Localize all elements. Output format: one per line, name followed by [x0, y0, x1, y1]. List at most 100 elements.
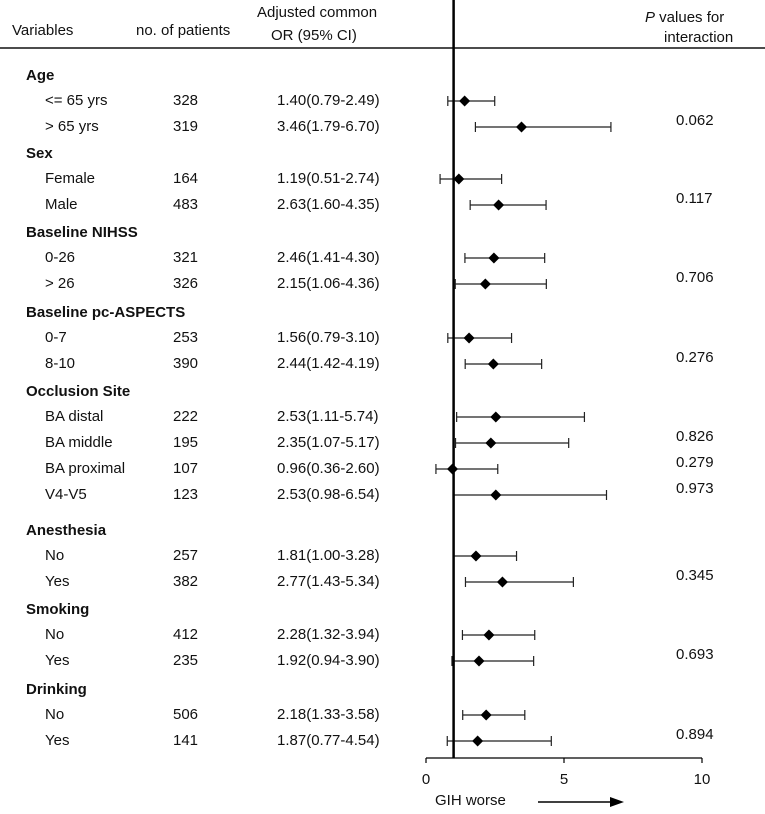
row-label: <= 65 yrs — [45, 92, 108, 109]
row-label: Yes — [45, 652, 70, 669]
row-or-ci: 3.46(1.79-6.70) — [277, 118, 380, 135]
row-label: No — [45, 547, 65, 564]
or-point — [515, 121, 527, 133]
row-patients: 506 — [173, 706, 199, 723]
header-p-italic: P — [645, 9, 656, 26]
or-point — [483, 629, 495, 641]
row-label: No — [45, 706, 65, 723]
x-axis-title: GIH worse — [435, 792, 506, 809]
x-tick-label: 10 — [694, 771, 711, 788]
row-patients: 195 — [173, 434, 199, 451]
row-or-ci: 2.53(1.11-5.74) — [277, 408, 379, 425]
or-point — [480, 709, 492, 721]
row-p-value: 0.894 — [676, 726, 714, 743]
row-or-ci: 1.87(0.77-4.54) — [277, 732, 380, 749]
or-point — [473, 655, 485, 667]
row-patients: 222 — [173, 408, 199, 425]
row-p-value: 0.345 — [676, 567, 714, 584]
row-patients: 141 — [173, 732, 199, 749]
row-patients: 390 — [173, 355, 199, 372]
arrow-head — [610, 797, 624, 807]
header-p-line1: P values for — [645, 9, 724, 27]
row-label: > 26 — [45, 275, 75, 292]
row-patients: 257 — [173, 547, 199, 564]
row-patients: 326 — [173, 275, 199, 292]
row-patients: 321 — [173, 249, 199, 266]
row-p-value: 0.706 — [676, 269, 714, 286]
row-or-ci: 2.35(1.07-5.17) — [277, 434, 380, 451]
group-label: Anesthesia — [26, 522, 107, 539]
row-or-ci: 2.63(1.60-4.35) — [277, 196, 380, 213]
header-variables: Variables — [12, 22, 74, 39]
or-point — [472, 735, 484, 747]
or-point — [490, 489, 502, 501]
row-label: No — [45, 626, 65, 643]
header-p-rest: values for — [655, 9, 725, 26]
row-label: 8-10 — [45, 355, 76, 372]
row-or-ci: 0.96(0.36-2.60) — [277, 460, 380, 477]
row-patients: 253 — [173, 329, 199, 346]
row-p-value: 0.062 — [676, 112, 714, 129]
row-or-ci: 1.92(0.94-3.90) — [277, 652, 380, 669]
row-or-ci: 2.46(1.41-4.30) — [277, 249, 380, 266]
or-point — [463, 332, 475, 344]
row-or-ci: 2.53(0.98-6.54) — [277, 486, 380, 503]
or-point — [487, 358, 499, 370]
row-label: BA middle — [45, 434, 113, 451]
or-point — [496, 576, 508, 588]
row-p-value: 0.826 — [676, 428, 714, 445]
row-patients: 164 — [173, 170, 199, 187]
row-or-ci: 2.44(1.42-4.19) — [277, 355, 380, 372]
or-point — [479, 278, 491, 290]
x-tick-label: 5 — [560, 771, 568, 788]
row-or-ci: 2.18(1.33-3.58) — [277, 706, 380, 723]
row-patients: 123 — [173, 486, 199, 503]
group-label: Drinking — [26, 681, 87, 698]
row-patients: 412 — [173, 626, 199, 643]
or-point — [453, 173, 465, 185]
group-label: Baseline NIHSS — [26, 224, 138, 241]
row-label: Yes — [45, 573, 70, 590]
row-label: 0-26 — [45, 249, 76, 266]
row-p-value: 0.973 — [676, 480, 714, 497]
or-point — [485, 437, 497, 449]
or-point — [470, 550, 482, 562]
row-p-value: 0.279 — [676, 454, 714, 471]
row-patients: 319 — [173, 118, 199, 135]
row-or-ci: 1.40(0.79-2.49) — [277, 92, 380, 109]
row-or-ci: 1.81(1.00-3.28) — [277, 547, 380, 564]
row-patients: 107 — [173, 460, 199, 477]
row-label: Male — [45, 196, 78, 213]
row-patients: 235 — [173, 652, 199, 669]
group-label: Baseline pc-ASPECTS — [26, 304, 186, 321]
row-label: BA proximal — [45, 460, 126, 477]
row-patients: 483 — [173, 196, 199, 213]
row-label: Yes — [45, 732, 70, 749]
row-or-ci: 2.28(1.32-3.94) — [277, 626, 380, 643]
group-label: Age — [26, 67, 55, 84]
or-point — [493, 199, 505, 211]
row-or-ci: 1.19(0.51-2.74) — [277, 170, 380, 187]
row-patients: 328 — [173, 92, 199, 109]
group-label: Occlusion Site — [26, 383, 131, 400]
row-or-ci: 2.15(1.06-4.36) — [277, 275, 380, 292]
row-patients: 382 — [173, 573, 199, 590]
row-p-value: 0.276 — [676, 349, 714, 366]
group-label: Sex — [26, 145, 53, 162]
row-label: V4-V5 — [45, 486, 87, 503]
row-p-value: 0.693 — [676, 646, 714, 663]
header-or-line2: OR (95% CI) — [271, 27, 357, 44]
row-or-ci: 2.77(1.43-5.34) — [277, 573, 380, 590]
row-p-value: 0.117 — [676, 190, 713, 207]
or-point — [488, 252, 500, 264]
row-label: 0-7 — [45, 329, 67, 346]
row-label: > 65 yrs — [45, 118, 99, 135]
group-label: Smoking — [26, 601, 90, 618]
or-point — [459, 95, 471, 107]
row-or-ci: 1.56(0.79-3.10) — [277, 329, 380, 346]
header-patients: no. of patients — [136, 22, 231, 39]
header-p-line2: interaction — [664, 29, 734, 46]
row-label: Female — [45, 170, 96, 187]
row-label: BA distal — [45, 408, 104, 425]
